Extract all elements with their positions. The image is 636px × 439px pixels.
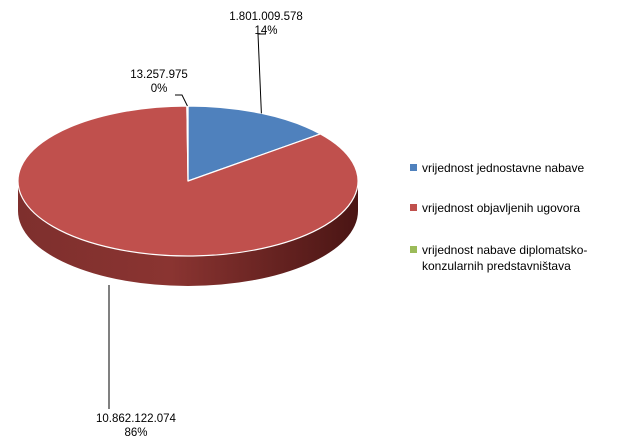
legend-item-objavljenih-ugovora: vrijednost objavljenih ugovora xyxy=(410,200,630,216)
data-label-percent-1: 86% xyxy=(124,427,147,439)
legend-item-jednostavne-nabave: vrijednost jednostavne nabave xyxy=(410,160,630,176)
legend-label: vrijednost objavljenih ugovora xyxy=(422,201,581,215)
leader-line-2 xyxy=(175,94,188,107)
legend-swatch-green xyxy=(410,246,417,253)
legend-label: vrijednost nabave diplomatsko-konzularni… xyxy=(422,243,588,273)
data-label-value-2: 13.257.975 xyxy=(130,69,188,81)
slice-side-1 xyxy=(18,181,358,286)
data-label-percent-2: 0% xyxy=(151,83,168,95)
legend-swatch-red xyxy=(410,204,417,211)
legend: vrijednost jednostavne nabave vrijednost… xyxy=(410,160,630,298)
data-label-percent-0: 14% xyxy=(254,25,277,37)
legend-label: vrijednost jednostavne nabave xyxy=(422,161,585,175)
legend-swatch-blue xyxy=(410,164,417,171)
slice-1 xyxy=(17,105,359,257)
slice-2 xyxy=(186,105,189,182)
data-label-value-0: 1.801.009.578 xyxy=(229,11,303,23)
legend-item-diplomatsko-konzularnih: vrijednost nabave diplomatsko-konzularni… xyxy=(410,242,630,274)
data-label-value-1: 10.862.122.074 xyxy=(96,413,177,425)
slice-0 xyxy=(187,105,321,182)
leader-line-0 xyxy=(257,33,266,114)
